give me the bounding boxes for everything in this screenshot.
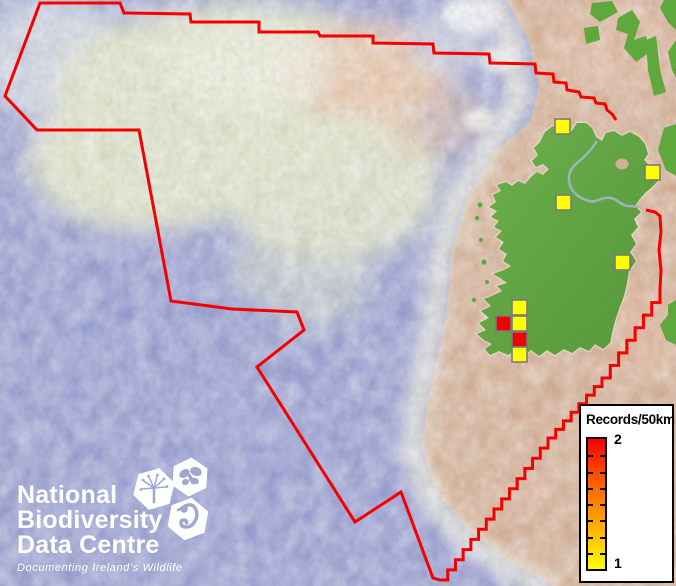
records-layer <box>495 118 661 363</box>
legend-tick <box>588 552 593 555</box>
butterfly-icon <box>179 466 202 486</box>
legend-tick <box>600 471 605 474</box>
ni-border-line <box>567 140 640 209</box>
record-square-1 <box>511 346 528 363</box>
record-square-1 <box>511 299 528 316</box>
legend-tick <box>588 487 593 490</box>
record-square-1 <box>511 315 528 332</box>
logo-tagline: Documenting Ireland’s Wildlife <box>17 562 183 574</box>
designated-area-boundary <box>3 1 663 582</box>
record-square-1 <box>644 164 661 181</box>
legend-title: Records/50km <box>586 412 675 427</box>
logo-line-2: Biodiversity <box>17 506 163 534</box>
legend-tick <box>600 504 605 506</box>
record-square-2 <box>495 315 512 332</box>
legend-gradient-bar <box>586 437 607 571</box>
record-square-2 <box>511 331 528 348</box>
lough-neagh <box>615 158 629 170</box>
legend-tick <box>588 520 593 523</box>
logo-hexagon <box>167 497 209 541</box>
legend-tick <box>588 536 593 539</box>
nbdc-logo-hexagons <box>133 457 209 541</box>
legend-tick <box>600 552 605 555</box>
legend-tick <box>600 455 605 458</box>
plant-icon <box>139 473 169 504</box>
legend-tick <box>600 520 605 523</box>
record-square-1 <box>614 254 631 271</box>
legend-min-label: 1 <box>614 555 622 571</box>
logo-line-3: Data Centre <box>17 531 160 559</box>
west-islets <box>471 202 489 303</box>
legend-tick <box>588 504 593 506</box>
wales-coast <box>660 300 676 345</box>
legend-tick <box>600 487 605 490</box>
nbdc-logo: National Biodiversity Data Centre Docume… <box>17 481 183 575</box>
legend-max-label: 2 <box>614 431 622 447</box>
legend-tick <box>588 455 593 458</box>
map-legend: Records/50km 2 1 <box>579 404 675 583</box>
logo-line-1: National <box>17 481 118 509</box>
boundary-layer <box>3 1 663 582</box>
record-square-1 <box>554 118 571 135</box>
legend-tick <box>600 536 605 539</box>
scotland-islands <box>584 0 676 176</box>
legend-tick <box>588 471 593 474</box>
seahorse-icon <box>176 503 199 529</box>
record-square-1 <box>555 194 572 211</box>
